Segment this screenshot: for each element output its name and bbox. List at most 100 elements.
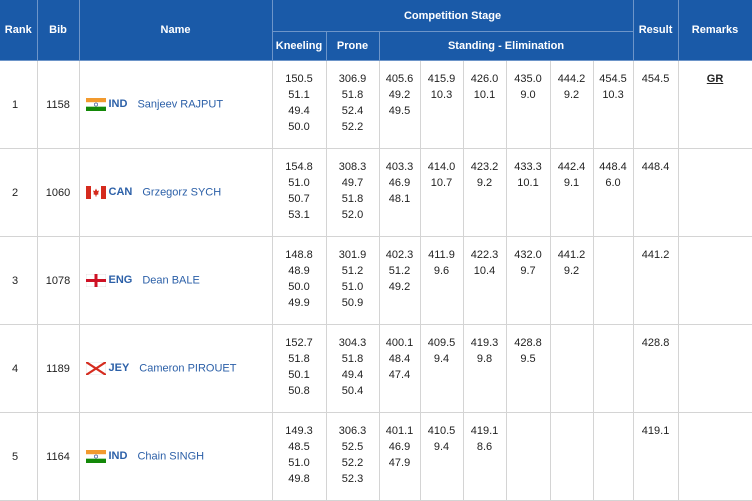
standing-stage-value: 46.9 [388, 441, 411, 453]
table-row: 3 1078 ENG Dean BALE 148.8 48.9 50.0 49.9 301.9 5… [0, 236, 752, 325]
header-remarks: Remarks [678, 0, 752, 61]
noc-code[interactable]: JEY [108, 362, 130, 375]
standing-stage-1-cell: 400.1 48.4 47.4 [379, 324, 421, 413]
standing-stage-value: 401.1 [385, 425, 414, 437]
bib-cell: 1164 [37, 412, 80, 501]
athlete-name-link[interactable]: Chain SINGH [137, 450, 205, 463]
table-row: 4 1189 JEY Cameron PIROUET 152.7 51.8 50.1 50.8… [0, 324, 752, 413]
standing-stage-value: 9.5 [520, 353, 536, 365]
result-cell: 448.4 [633, 148, 679, 237]
rank-cell: 2 [0, 148, 38, 237]
standing-stage-2-cell: 410.5 9.4 [420, 412, 464, 501]
noc-code[interactable]: ENG [108, 274, 133, 287]
athlete-name-link[interactable]: Grzegorz SYCH [142, 186, 222, 199]
kneeling-cell: 148.8 48.9 50.0 49.9 [272, 236, 327, 325]
prone-value: 301.9 [338, 249, 367, 261]
standing-stage-value: 10.1 [473, 89, 496, 101]
result-cell: 419.1 [633, 412, 679, 501]
bib-cell: 1189 [37, 324, 80, 413]
standing-stage-value: 9.8 [476, 353, 493, 365]
standing-stage-value: 49.2 [388, 281, 411, 293]
standing-stage-4-cell: 428.8 9.5 [506, 324, 551, 413]
standing-stage-value: 10.7 [430, 177, 453, 189]
noc-code[interactable]: IND [108, 98, 128, 111]
kneeling-value: 50.0 [288, 281, 310, 293]
standing-stage-value: 400.1 [385, 337, 414, 349]
athlete-name-link[interactable]: Cameron PIROUET [139, 362, 237, 375]
standing-stage-3-cell: 422.3 10.4 [463, 236, 507, 325]
remark-badge: GR [706, 73, 724, 85]
standing-stage-value: 9.2 [563, 265, 580, 277]
standing-stage-value: 435.0 [514, 73, 542, 85]
kneeling-value: 50.0 [288, 121, 310, 133]
flag-eng-icon [85, 274, 106, 287]
standing-stage-1-cell: 402.3 51.2 49.2 [379, 236, 421, 325]
noc-code[interactable]: CAN [108, 186, 133, 199]
standing-stage-value: 454.5 [599, 73, 627, 85]
standing-stage-value: 403.3 [385, 161, 414, 173]
standing-stage-6-cell: 448.4 6.0 [593, 148, 634, 237]
kneeling-value: 48.9 [288, 265, 310, 277]
standing-stage-4-cell [506, 412, 551, 501]
prone-cell: 304.3 51.8 49.4 50.4 [326, 324, 380, 413]
standing-stage-2-cell: 415.9 10.3 [420, 60, 464, 149]
flag-can-icon [85, 186, 106, 199]
standing-stage-value: 9.1 [563, 177, 580, 189]
noc-code[interactable]: IND [108, 450, 128, 463]
standing-stage-value: 444.2 [557, 73, 586, 85]
standing-stage-value: 410.5 [427, 425, 456, 437]
kneeling-value: 51.8 [288, 353, 310, 365]
kneeling-value: 154.8 [285, 161, 313, 173]
header-result: Result [633, 0, 679, 61]
remarks-cell [678, 236, 752, 325]
standing-stage-3-cell: 419.1 8.6 [463, 412, 507, 501]
prone-value: 51.8 [341, 89, 364, 101]
prone-cell: 301.9 51.2 51.0 50.9 [326, 236, 380, 325]
standing-stage-3-cell: 419.3 9.8 [463, 324, 507, 413]
header-standing-elimination: Standing - Elimination [379, 31, 634, 61]
flag-ind-icon [85, 98, 106, 111]
kneeling-value: 152.7 [285, 337, 313, 349]
standing-stage-value: 422.3 [470, 249, 499, 261]
prone-value: 52.0 [341, 209, 364, 221]
standing-stage-value: 10.1 [517, 177, 539, 189]
standing-stage-value: 419.3 [470, 337, 499, 349]
standing-stage-1-cell: 403.3 46.9 48.1 [379, 148, 421, 237]
standing-stage-value: 6.0 [605, 177, 621, 189]
standing-stage-5-cell: 441.2 9.2 [550, 236, 594, 325]
standing-stage-value: 409.5 [427, 337, 456, 349]
prone-cell: 306.3 52.5 52.2 52.3 [326, 412, 380, 501]
header-bib: Bib [37, 0, 80, 61]
table-row: 5 1164 IND Chain SINGH 149.3 48.5 51.0 49.8 306.… [0, 412, 752, 501]
prone-value: 306.3 [338, 425, 367, 437]
athlete-cell: ENG Dean BALE [79, 236, 273, 325]
standing-stage-value: 9.0 [520, 89, 536, 101]
table-row: 2 1060 CAN Grzegorz SYCH 154.8 51.0 50.7 53.1 30… [0, 148, 752, 237]
result-cell: 454.5 [633, 60, 679, 149]
bib-cell: 1078 [37, 236, 80, 325]
standing-stage-3-cell: 423.2 9.2 [463, 148, 507, 237]
standing-stage-4-cell: 432.0 9.7 [506, 236, 551, 325]
kneeling-value: 51.0 [288, 457, 310, 469]
athlete-name-link[interactable]: Dean BALE [142, 274, 200, 287]
standing-stage-value: 415.9 [427, 73, 456, 85]
result-cell: 428.8 [633, 324, 679, 413]
kneeling-cell: 152.7 51.8 50.1 50.8 [272, 324, 327, 413]
athlete-name-link[interactable]: Sanjeev RAJPUT [137, 98, 224, 111]
rank-cell: 3 [0, 236, 38, 325]
athlete-cell: IND Sanjeev RAJPUT [79, 60, 273, 149]
kneeling-cell: 150.5 51.1 49.4 50.0 [272, 60, 327, 149]
standing-stage-value: 441.2 [557, 249, 586, 261]
standing-stage-value: 423.2 [470, 161, 499, 173]
kneeling-value: 49.8 [288, 473, 310, 485]
standing-stage-value: 428.8 [514, 337, 542, 349]
standing-stage-value: 49.2 [388, 89, 411, 101]
kneeling-value: 148.8 [285, 249, 313, 261]
kneeling-value: 150.5 [285, 73, 313, 85]
kneeling-value: 51.0 [288, 177, 310, 189]
athlete-cell: IND Chain SINGH [79, 412, 273, 501]
standing-stage-value: 47.4 [388, 369, 411, 381]
kneeling-cell: 154.8 51.0 50.7 53.1 [272, 148, 327, 237]
